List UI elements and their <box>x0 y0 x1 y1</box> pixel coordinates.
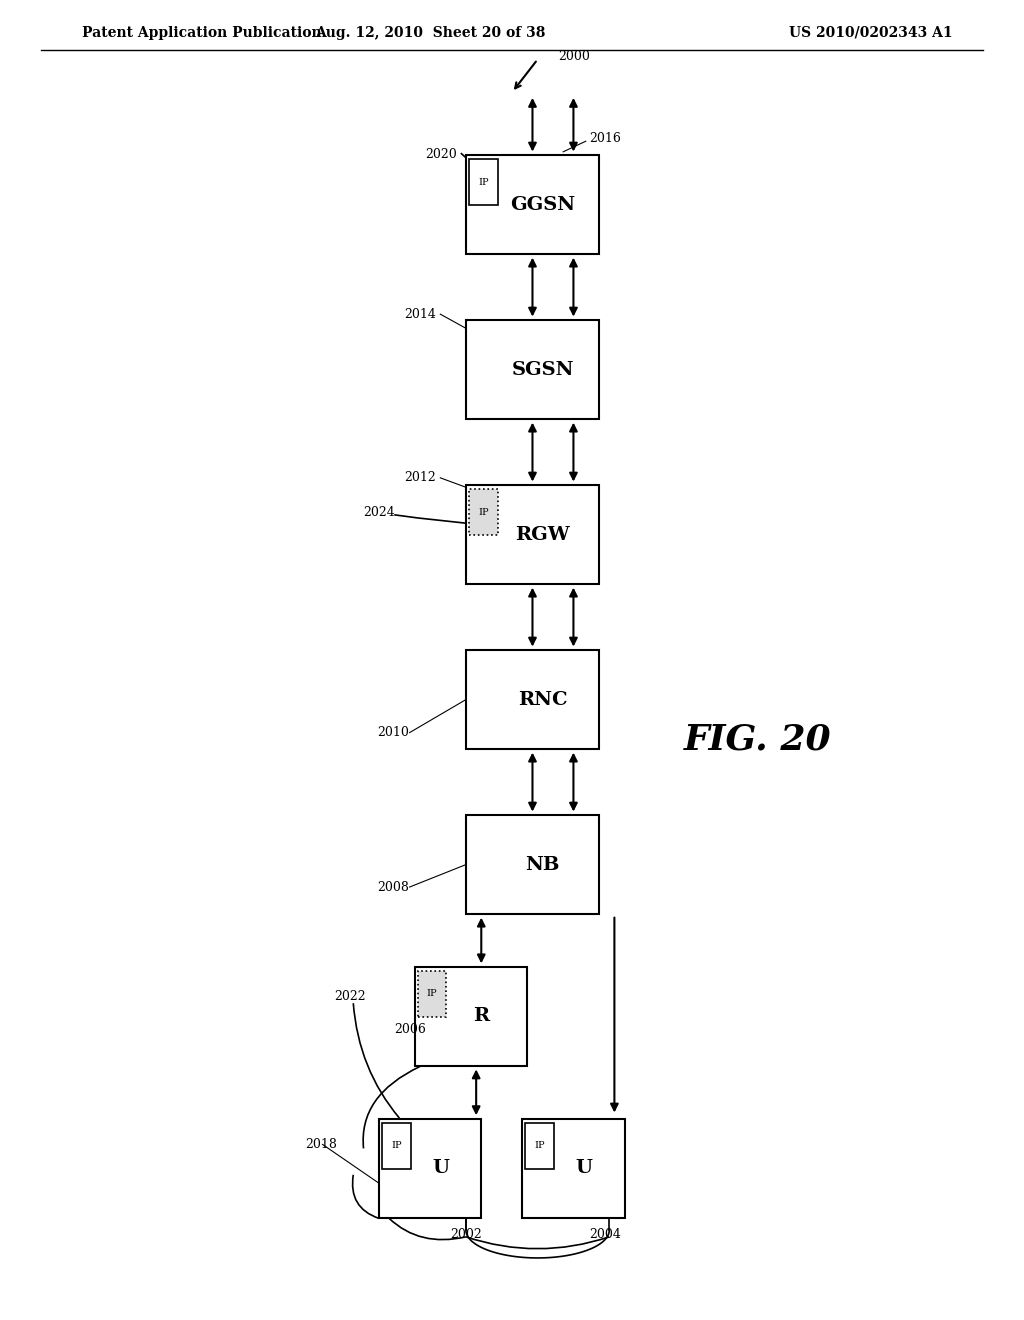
FancyBboxPatch shape <box>469 490 498 536</box>
Text: 2010: 2010 <box>377 726 409 739</box>
FancyBboxPatch shape <box>466 486 599 583</box>
Text: IP: IP <box>478 508 488 516</box>
FancyBboxPatch shape <box>469 160 498 206</box>
Text: RGW: RGW <box>515 525 570 544</box>
Text: 2014: 2014 <box>404 308 436 321</box>
FancyBboxPatch shape <box>522 1118 625 1217</box>
Text: 2008: 2008 <box>377 880 409 894</box>
Text: 2018: 2018 <box>305 1138 337 1151</box>
FancyBboxPatch shape <box>382 1122 411 1170</box>
FancyBboxPatch shape <box>418 972 446 1016</box>
Text: RNC: RNC <box>518 690 567 709</box>
Text: 2020: 2020 <box>425 148 457 161</box>
FancyBboxPatch shape <box>466 321 599 420</box>
Text: U: U <box>575 1159 592 1177</box>
Text: IP: IP <box>427 990 437 998</box>
Text: 2006: 2006 <box>394 1023 426 1036</box>
FancyBboxPatch shape <box>525 1122 554 1170</box>
Text: 2022: 2022 <box>334 990 366 1003</box>
Text: NB: NB <box>525 855 560 874</box>
Text: Patent Application Publication: Patent Application Publication <box>82 26 322 40</box>
Text: SGSN: SGSN <box>511 360 574 379</box>
Text: 2016: 2016 <box>589 132 621 145</box>
Text: US 2010/0202343 A1: US 2010/0202343 A1 <box>788 26 952 40</box>
Text: U: U <box>432 1159 449 1177</box>
Text: 2012: 2012 <box>404 471 436 484</box>
Text: 2004: 2004 <box>589 1228 621 1241</box>
Text: IP: IP <box>478 178 488 186</box>
Text: Aug. 12, 2010  Sheet 20 of 38: Aug. 12, 2010 Sheet 20 of 38 <box>315 26 545 40</box>
FancyBboxPatch shape <box>466 156 599 253</box>
FancyBboxPatch shape <box>415 966 527 1067</box>
FancyBboxPatch shape <box>466 814 599 913</box>
FancyBboxPatch shape <box>379 1118 481 1217</box>
Text: 2024: 2024 <box>364 506 395 519</box>
Text: IP: IP <box>535 1142 545 1150</box>
Text: IP: IP <box>391 1142 401 1150</box>
Text: GGSN: GGSN <box>510 195 575 214</box>
FancyBboxPatch shape <box>466 651 599 750</box>
Text: R: R <box>473 1007 489 1026</box>
Text: 2000: 2000 <box>558 50 590 63</box>
Text: 2002: 2002 <box>451 1228 482 1241</box>
Text: FIG. 20: FIG. 20 <box>684 722 831 756</box>
